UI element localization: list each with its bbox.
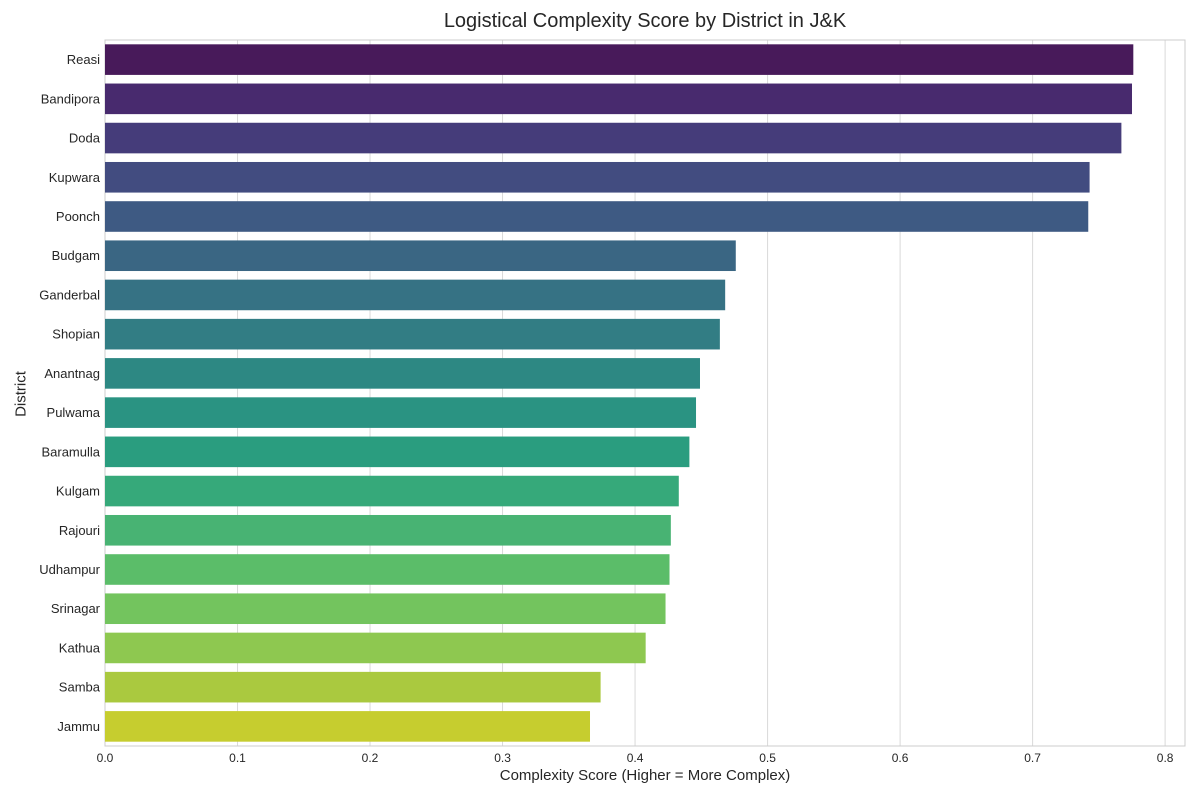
bar-udhampur <box>105 554 670 585</box>
y-tick-label: Samba <box>59 680 101 695</box>
bar-shopian <box>105 318 720 350</box>
y-tick-label: Bandipora <box>41 91 101 106</box>
y-tick-label: Anantnag <box>44 366 100 381</box>
y-tick-label: Baramulla <box>41 444 100 459</box>
bar-reasi <box>105 44 1134 75</box>
bar-rajouri <box>105 514 671 546</box>
y-tick-label: Pulwama <box>47 405 101 420</box>
bar-samba <box>105 671 601 703</box>
x-tick-label: 0.6 <box>892 751 909 765</box>
bar-kathua <box>105 632 646 664</box>
x-tick-label: 0.2 <box>362 751 379 765</box>
bar-kulgam <box>105 475 679 507</box>
y-tick-label: Reasi <box>67 52 100 67</box>
chart-title: Logistical Complexity Score by District … <box>443 10 847 32</box>
x-tick-label: 0.3 <box>494 751 511 765</box>
x-tick-label: 0.1 <box>229 751 246 765</box>
bar-doda <box>105 122 1122 154</box>
y-tick-label: Kulgam <box>56 484 100 499</box>
y-tick-label: Rajouri <box>59 523 100 538</box>
y-tick-label: Poonch <box>56 209 100 224</box>
x-tick-label: 0.7 <box>1024 751 1041 765</box>
plot-frame <box>104 39 1186 747</box>
y-tick-label: Budgam <box>52 248 100 263</box>
y-tick-label: Kathua <box>59 640 101 655</box>
y-tick-label: Ganderbal <box>39 287 100 302</box>
y-tick-label: Shopian <box>52 327 100 342</box>
bar-bandipora <box>105 83 1132 115</box>
bar-baramulla <box>105 436 690 468</box>
bar-budgam <box>105 240 736 272</box>
x-tick-label: 0.0 <box>97 751 114 765</box>
y-tick-label: Jammu <box>57 719 100 734</box>
y-tick-label: Udhampur <box>39 562 100 577</box>
y-tick-label: Doda <box>69 131 101 146</box>
x-tick-label: 0.4 <box>627 751 644 765</box>
bar-pulwama <box>105 397 697 428</box>
bar-anantnag <box>105 358 700 389</box>
y-axis-label: District <box>12 371 30 417</box>
bar-jammu <box>105 711 591 742</box>
x-tick-label: 0.5 <box>759 751 776 765</box>
bar-ganderbal <box>105 279 726 311</box>
bar-srinagar <box>105 593 666 625</box>
bar-poonch <box>105 201 1089 232</box>
y-tick-label: Kupwara <box>49 170 101 185</box>
y-tick-label: Srinagar <box>51 601 101 616</box>
x-tick-label: 0.8 <box>1157 751 1174 765</box>
bar-kupwara <box>105 161 1090 193</box>
x-axis-label: Complexity Score (Higher = More Complex) <box>499 767 791 784</box>
